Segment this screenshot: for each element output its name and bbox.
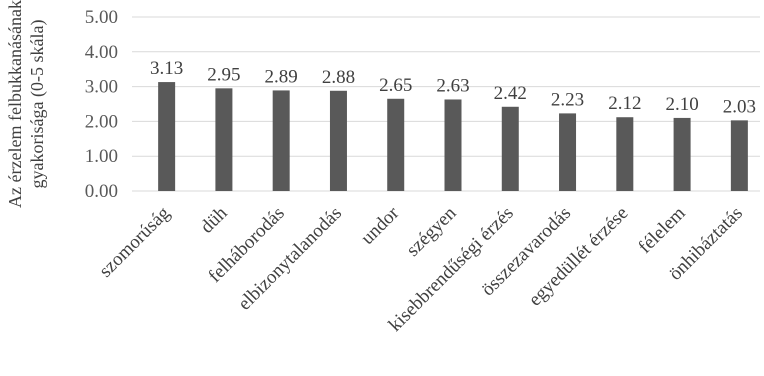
bar xyxy=(329,90,347,191)
data-label: 2.03 xyxy=(723,96,756,117)
category-label: szomorúság xyxy=(95,202,174,281)
bars xyxy=(158,82,748,191)
y-tick-label: 2.00 xyxy=(85,111,118,132)
bar xyxy=(158,82,176,191)
y-tick-label: 4.00 xyxy=(85,42,118,63)
data-label: 2.12 xyxy=(608,93,641,114)
category-label: düh xyxy=(196,202,231,237)
bar xyxy=(673,117,691,191)
y-tick-label: 0.00 xyxy=(85,181,118,202)
y-tick-label: 1.00 xyxy=(85,146,118,167)
data-label: 2.95 xyxy=(207,64,240,85)
category-label: elbizonytalanodás xyxy=(234,203,346,315)
data-label: 2.88 xyxy=(322,67,355,88)
y-axis-title-line-1: Az érzelem felbukkanásának xyxy=(5,0,25,208)
data-label: 2.23 xyxy=(551,89,584,110)
data-label: 2.42 xyxy=(494,83,527,104)
data-labels: 3.13 2.95 2.89 2.88 2.65 2.63 2.42 2.23 2.12 2.10… xyxy=(150,58,756,117)
x-axis-category-labels: szomorúság dühfelháborodáselbizonytalanod… xyxy=(95,202,747,336)
bar xyxy=(215,88,233,191)
bar xyxy=(387,98,405,191)
y-tick-label: 5.00 xyxy=(85,7,118,28)
bar xyxy=(501,106,519,191)
bar xyxy=(730,120,748,191)
bar xyxy=(616,117,634,191)
data-label: 2.10 xyxy=(665,94,698,115)
y-axis-title: Az érzelem felbukkanásának gyakorisága (… xyxy=(5,0,48,208)
category-label: szégyen xyxy=(402,202,460,260)
data-label: 3.13 xyxy=(150,58,183,79)
category-label: egyedüllét érzése xyxy=(525,203,633,311)
y-axis-ticks: 0.00 1.00 2.00 3.00 4.00 5.00 xyxy=(85,7,118,202)
category-label: undor xyxy=(357,202,404,249)
bar xyxy=(444,99,462,191)
bar xyxy=(272,90,290,191)
category-label: félelem xyxy=(634,203,689,258)
y-tick-label: 3.00 xyxy=(85,77,118,98)
data-label: 2.65 xyxy=(379,75,412,96)
bar xyxy=(559,113,577,191)
y-axis-title-line-2: gyakorisága (0-5 skála) xyxy=(27,20,48,189)
data-label: 2.89 xyxy=(265,66,298,87)
data-label: 2.63 xyxy=(436,75,469,96)
